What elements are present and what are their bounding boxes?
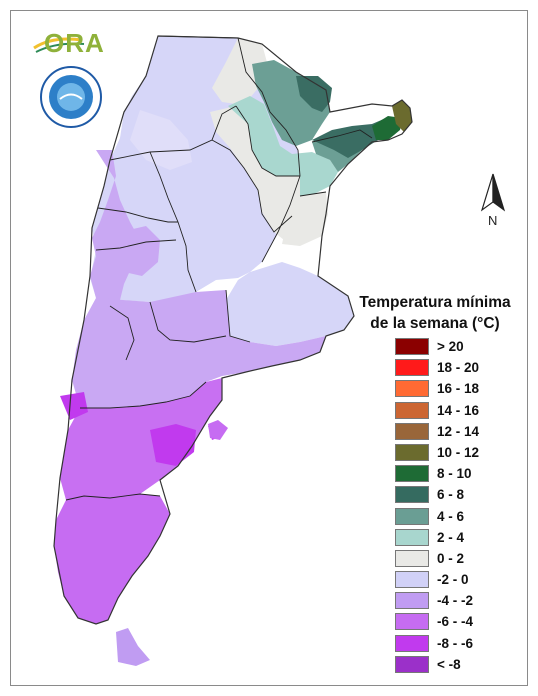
legend-label: 12 - 14	[437, 423, 480, 439]
legend-label: 0 - 2	[437, 550, 465, 566]
legend-swatch	[395, 634, 429, 652]
smn-seal-icon	[40, 66, 102, 128]
legend-label: 18 - 20	[437, 360, 480, 376]
legend-title-line2: de la semana (°C)	[370, 315, 500, 332]
zone-hotspot-1	[150, 424, 196, 466]
zone-nw-light	[130, 110, 192, 170]
legend-label: -2 - 0	[437, 572, 469, 588]
legend-label: -8 - -6	[437, 635, 474, 651]
legend-swatch	[395, 613, 429, 631]
zone-teal-dark-2	[312, 118, 392, 158]
zone-olive	[392, 100, 412, 132]
zone-patagonia-magenta	[60, 378, 222, 500]
legend-swatch	[395, 592, 429, 610]
legend-swatch	[395, 528, 429, 546]
legend-title: Temperatura mínima de la semana (°C)	[346, 292, 524, 334]
legend-swatch	[395, 338, 429, 355]
legend-label: 2 - 4	[437, 529, 465, 545]
ora-logo-icon	[33, 37, 85, 53]
legend-title-line1: Temperatura mínima	[359, 294, 511, 311]
zone-teal-mid	[252, 60, 330, 146]
legend-swatch	[395, 486, 429, 504]
legend-label: < -8	[437, 656, 461, 672]
legend-label: -4 - -2	[437, 593, 474, 609]
north-arrow-label: N	[488, 213, 498, 228]
country-outline	[53, 35, 413, 625]
zone-ne-grey	[212, 38, 268, 104]
legend-swatch	[395, 571, 429, 589]
zone-south-magenta	[54, 494, 170, 624]
legend-swatch	[395, 465, 429, 483]
legend-label: 6 - 8	[437, 487, 465, 503]
north-arrow-icon	[480, 173, 506, 212]
zone-teal-dark	[296, 76, 332, 112]
legend-swatch	[395, 359, 429, 377]
zone-tierra-del-fuego	[116, 628, 150, 666]
legend-swatch	[395, 401, 429, 419]
legend-label: 8 - 10	[437, 466, 472, 482]
zone-teal-light	[228, 96, 338, 196]
legend-swatch	[395, 443, 429, 461]
legend-label: 16 - 18	[437, 381, 480, 397]
zone-east-lavender	[226, 262, 354, 346]
province-borders	[65, 35, 373, 501]
legend-label: 4 - 6	[437, 508, 465, 524]
zone-hotspot-2	[60, 392, 88, 420]
zone-cuyo-purple-2	[120, 226, 160, 276]
zone-ne-grey-2	[210, 106, 300, 240]
legend-label: -6 - -4	[437, 614, 474, 630]
legend-swatch	[395, 549, 429, 567]
legend-swatch	[395, 380, 429, 398]
zone-ne-grey-3	[282, 192, 328, 246]
legend-label: 14 - 16	[437, 402, 480, 418]
zone-central-purple	[72, 290, 326, 408]
zone-malvinas	[208, 420, 228, 440]
ora-logo-text: ORA	[44, 28, 105, 58]
legend-label: > 20	[437, 339, 464, 354]
legend-swatch	[395, 655, 429, 673]
legend-swatch	[395, 422, 429, 440]
legend-swatch	[395, 507, 429, 525]
legend-label: 10 - 12	[437, 444, 480, 460]
zone-green	[372, 116, 402, 140]
